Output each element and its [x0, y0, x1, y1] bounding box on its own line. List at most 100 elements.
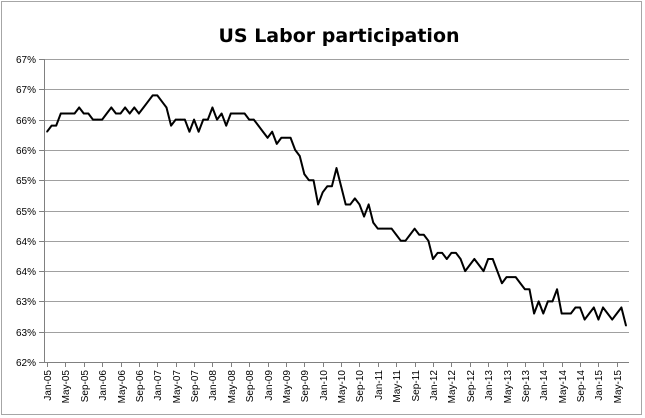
data-point [367, 203, 370, 206]
data-point [280, 136, 283, 139]
x-tick-label: May-05 [61, 370, 72, 404]
data-point [197, 130, 200, 133]
data-point [560, 312, 563, 315]
data-point [142, 106, 145, 109]
data-point [101, 118, 103, 121]
x-tick-label: Jan-10 [319, 370, 330, 401]
data-point [491, 258, 494, 260]
data-point [257, 124, 260, 127]
data-point [308, 179, 310, 181]
data-point [418, 233, 421, 236]
data-point [165, 106, 168, 109]
data-point [340, 185, 342, 188]
data-point [156, 94, 159, 97]
data-point [124, 106, 126, 109]
x-tick-label: Jan-05 [43, 370, 54, 401]
y-tick-label: 64% [16, 237, 36, 248]
data-point [611, 318, 614, 321]
x-tick-label: May-11 [392, 370, 403, 403]
x-tick-label: May-09 [282, 370, 293, 404]
data-point [570, 312, 572, 315]
data-point [96, 118, 99, 121]
data-point [298, 155, 301, 157]
data-point [138, 112, 140, 115]
data-point [317, 203, 319, 206]
data-point [262, 130, 264, 133]
data-point [620, 306, 623, 309]
data-point [616, 312, 618, 315]
data-point [473, 258, 476, 260]
data-point [574, 306, 577, 309]
axes [39, 59, 629, 367]
data-point [50, 124, 53, 127]
data-point [533, 312, 535, 315]
x-tick-label: Jan-09 [264, 370, 275, 401]
x-tick-label: Sep-14 [576, 370, 587, 403]
y-tick-label: 67% [16, 85, 36, 96]
data-point [510, 276, 512, 278]
x-tick-label: Jan-08 [208, 370, 219, 401]
data-point [606, 312, 609, 315]
data-point [248, 118, 250, 121]
y-tick-label: 65% [16, 207, 36, 218]
data-point [161, 100, 163, 103]
x-tick-label: May-13 [503, 370, 514, 404]
x-tick-label: May-07 [172, 370, 183, 404]
data-point [363, 215, 365, 218]
data-point [455, 252, 457, 254]
data-point [450, 252, 453, 254]
data-point [625, 324, 627, 327]
x-tick-label: Sep-10 [355, 370, 366, 403]
data-point [170, 124, 172, 127]
data-point [69, 112, 71, 115]
data-point [404, 240, 407, 242]
data-point [105, 112, 108, 115]
data-point [344, 203, 347, 206]
x-tick-label: May-14 [558, 370, 569, 404]
data-point [110, 106, 113, 109]
data-point [230, 112, 232, 115]
data-point [478, 264, 480, 266]
data-point [358, 203, 361, 206]
x-tick-label: May-06 [117, 370, 128, 404]
data-point [377, 227, 379, 230]
data-point [294, 149, 296, 151]
data-point [46, 130, 48, 133]
data-point [459, 258, 462, 260]
data-point [556, 288, 558, 291]
data-point [115, 112, 117, 115]
x-tick-label: Jan-14 [539, 370, 550, 401]
data-point [119, 112, 122, 115]
y-tick-label: 66% [16, 146, 36, 157]
data-point [216, 118, 218, 121]
data-point [519, 282, 522, 285]
data-point [588, 312, 591, 315]
data-point [482, 270, 485, 272]
data-point [335, 167, 338, 169]
y-tick-label: 67% [16, 55, 36, 66]
data-point [597, 318, 600, 321]
data-point [413, 227, 416, 230]
data-point [303, 173, 306, 175]
data-point [312, 179, 315, 181]
data-point [496, 270, 499, 272]
data-point [193, 118, 195, 121]
data-point [87, 112, 90, 115]
data-point [551, 300, 554, 303]
data-point [59, 112, 62, 115]
data-point [78, 106, 80, 109]
data-point [128, 112, 131, 115]
x-tick-label: Sep-11 [411, 370, 422, 402]
data-point [184, 118, 186, 121]
data-point [547, 300, 549, 303]
data-point [275, 143, 278, 145]
data-point [64, 112, 67, 115]
x-tick-label: Sep-06 [135, 370, 146, 403]
data-point [73, 112, 76, 115]
data-point [207, 118, 209, 121]
data-point [179, 118, 182, 121]
data-point [82, 112, 85, 115]
data-point [55, 124, 57, 127]
data-point [211, 106, 214, 109]
